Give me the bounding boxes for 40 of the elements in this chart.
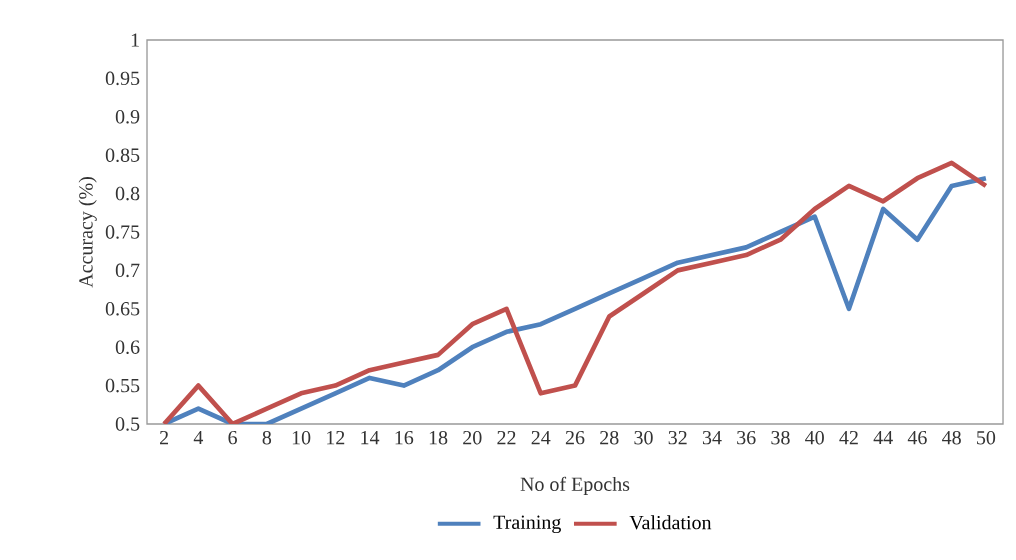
x-tick-label: 32 — [668, 430, 687, 445]
x-tick-label: 20 — [463, 430, 482, 445]
x-tick-label: 30 — [634, 430, 653, 445]
x-tick-label: 22 — [497, 430, 516, 445]
x-tick-label: 26 — [565, 430, 585, 445]
y-tick-label: 0.9 — [115, 110, 140, 124]
y-tick-label: 0.75 — [105, 225, 140, 239]
x-tick-label: 6 — [228, 430, 238, 445]
legend-label: Training — [493, 515, 561, 534]
x-tick-label: 34 — [702, 430, 722, 445]
y-tick-label: 1 — [131, 33, 139, 47]
x-tick-label: 8 — [262, 430, 272, 445]
x-tick-label: 44 — [873, 430, 893, 445]
y-tick-label: 0.6 — [115, 340, 140, 354]
x-tick-label: 40 — [805, 430, 824, 445]
y-tick-label: 0.65 — [105, 302, 140, 316]
x-tick-label: 36 — [737, 430, 756, 445]
x-tick-label: 24 — [531, 430, 551, 445]
x-tick-label: 4 — [193, 430, 204, 445]
y-tick-label: 0.95 — [105, 71, 140, 86]
x-tick-label: 50 — [977, 430, 996, 445]
x-tick-label: 10 — [292, 430, 311, 445]
y-tick-label: 0.7 — [115, 263, 140, 278]
y-tick-label: 0.55 — [105, 378, 140, 393]
y-tick-label: 0.8 — [115, 186, 140, 201]
x-tick-label: 2 — [160, 430, 169, 445]
x-axis-title: No of Epochs — [520, 476, 630, 496]
x-tick-label: 46 — [907, 430, 927, 445]
x-tick-label: 48 — [942, 430, 961, 445]
x-tick-label: 16 — [395, 430, 414, 445]
x-tick-label: 14 — [361, 430, 380, 445]
x-tick-label: 18 — [429, 430, 448, 445]
x-tick-label: 42 — [839, 430, 858, 445]
y-tick-label: 0.5 — [115, 417, 140, 431]
y-tick-label: 0.85 — [105, 148, 140, 162]
x-tick-label: 12 — [327, 430, 345, 445]
x-tick-label: 28 — [600, 430, 619, 445]
legend-label: Validation — [629, 515, 712, 530]
y-axis-title: Accuracy (%) — [78, 177, 97, 288]
x-tick-label: 38 — [771, 430, 790, 445]
